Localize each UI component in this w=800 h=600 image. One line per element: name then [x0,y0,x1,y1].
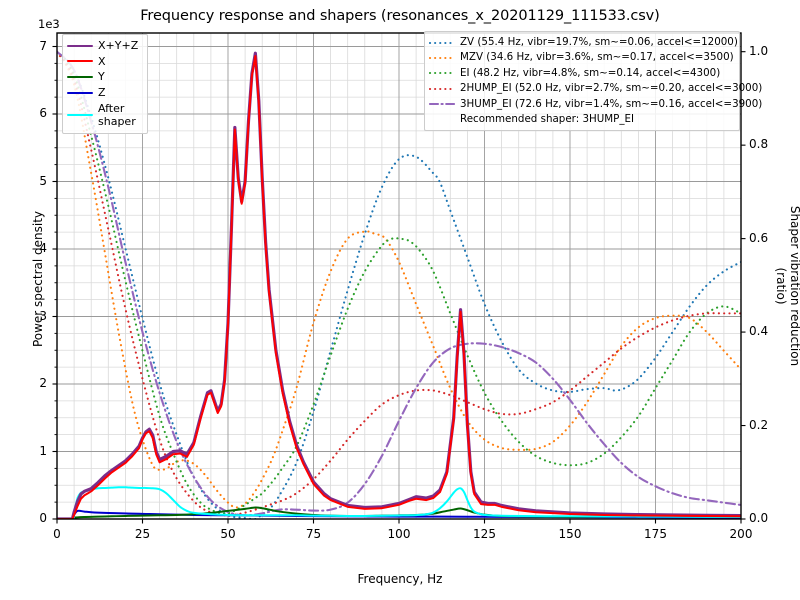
data-series-layer [57,50,741,519]
legend-item-label: Z [98,85,106,99]
legend-signals[interactable]: X+Y+Z X Y Z After shaper [62,34,148,135]
legend-line-sample-icon [429,37,455,49]
y-tick-label-left: 2 [39,376,47,390]
y-axis-label-right: Shaper vibration reduction (ratio) [774,205,800,367]
legend-line-sample-icon [67,71,93,83]
psd-curve-after-shaper [57,486,741,519]
y-tick-label-right: 0.8 [749,137,769,152]
legend-line-sample-icon [67,109,93,121]
y-tick-label-left: 5 [39,173,47,188]
legend-item-label: X [98,54,106,68]
psd-curve-x [57,54,741,519]
shaper-curve-zv [57,50,741,519]
legend-item-label: After shaper [98,101,136,129]
legend-item-z[interactable]: Z [67,85,142,101]
y-tick-label-right: 0.0 [749,511,769,525]
left-axis-exponent: 1e3 [38,17,60,31]
legend-item-label: EI (48.2 Hz, vibr=4.8%, sm~=0.14, accel<… [460,66,721,79]
legend-item-label: ZV (55.4 Hz, vibr=19.7%, sm~=0.06, accel… [460,35,738,48]
y-axis-label-left: Power spectral density [31,210,45,348]
legend-item-x-y-z[interactable]: X+Y+Z [67,38,142,54]
legend-line-sample-icon [67,40,93,52]
x-tick-label: 175 [644,527,667,541]
x-tick-label: 0 [53,527,61,541]
recommended-shaper-note: Recommended shaper: 3HUMP_EI [429,112,734,127]
y-tick-label-left: 7 [39,38,47,53]
y-tick-label-left: 1 [39,443,47,458]
shaper-curve-3hump_ei [57,50,741,517]
legend-item-label: MZV (34.6 Hz, vibr=3.6%, sm~=0.17, accel… [460,51,734,64]
legend-item-label: 2HUMP_EI (52.0 Hz, vibr=2.7%, sm~=0.20, … [460,82,763,95]
y-tick-label-right: 1.0 [749,43,769,58]
x-tick-label: 25 [134,527,151,541]
x-tick-label: 200 [729,527,753,541]
x-tick-label: 150 [558,527,582,541]
legend-line-sample-icon [67,87,93,99]
legend-item-ei[interactable]: EI (48.2 Hz, vibr=4.8%, sm~=0.14, accel<… [429,66,734,81]
legend-item-label: Y [98,70,105,84]
shaper-curve-mzv [57,50,741,509]
x-tick-label: 125 [473,527,496,541]
x-tick-label: 100 [387,527,411,541]
legend-line-sample-icon [67,55,93,67]
recommended-shaper-label: Recommended shaper: 3HUMP_EI [460,112,635,125]
page-title: Frequency response and shapers (resonanc… [140,8,660,24]
y-tick-label-left: 4 [39,241,47,255]
legend-item-label: 3HUMP_EI (72.6 Hz, vibr=1.4%, sm~=0.16, … [460,97,763,110]
legend-line-sample-icon [429,83,455,95]
legend-line-sample-icon [429,98,455,110]
y-tick-label-right: 0.2 [749,417,769,432]
legend-item-y[interactable]: Y [67,69,142,85]
x-tick-label: 50 [220,527,236,541]
legend-item-3hump_ei[interactable]: 3HUMP_EI (72.6 Hz, vibr=1.4%, sm~=0.16, … [429,97,762,112]
y-tick-label-right: 0.4 [749,324,769,339]
legend-line-sample-icon [429,52,455,64]
legend-line-sample-icon [429,67,455,79]
y-tick-label-right: 0.6 [749,230,769,245]
legend-item-2hump_ei[interactable]: 2HUMP_EI (52.0 Hz, vibr=2.7%, sm~=0.20, … [429,81,762,96]
legend-item-label: X+Y+Z [98,39,139,53]
y-tick-label-left: 6 [39,106,47,120]
x-tick-label: 75 [305,527,322,541]
x-axis-label: Frequency, Hz [357,572,443,586]
legend-shapers[interactable]: ZV (55.4 Hz, vibr=19.7%, sm~=0.06, accel… [424,31,762,131]
y-tick-label-left: 3 [39,308,47,323]
y-tick-label-left: 0 [39,511,47,525]
legend-item-mzv[interactable]: MZV (34.6 Hz, vibr=3.6%, sm~=0.17, accel… [429,50,734,65]
legend-item-x[interactable]: X [67,54,142,70]
legend-item-zv[interactable]: ZV (55.4 Hz, vibr=19.7%, sm~=0.06, accel… [429,35,738,50]
legend-item-after-shaper[interactable]: After shaper [67,100,142,130]
